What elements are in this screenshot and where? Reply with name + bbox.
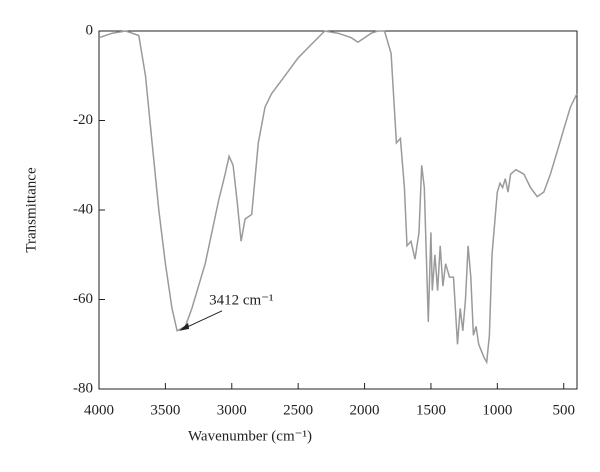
arrow-head: [179, 322, 190, 331]
annotation-text: 3412 cm⁻¹: [209, 292, 274, 308]
x-tick-label: 1500: [416, 402, 446, 418]
x-tick-label: 500: [552, 402, 575, 418]
plot-frame: [98, 30, 578, 390]
x-tick-label: 1000: [482, 402, 512, 418]
spectrum-line: [98, 30, 578, 365]
y-axis-label: Transmittance: [23, 167, 39, 253]
x-tick-label: 2500: [283, 402, 313, 418]
y-tick-label: -20: [73, 112, 93, 128]
y-tick-label: -40: [73, 201, 93, 217]
x-tick-label: 2000: [350, 402, 380, 418]
x-tick-label: 3500: [150, 402, 180, 418]
x-axis-label: Wavenumber (cm⁻¹): [188, 428, 312, 444]
y-tick-label: 0: [86, 22, 94, 38]
y-tick-label: -80: [73, 380, 93, 396]
x-tick-label: 3000: [217, 402, 247, 418]
x-tick-label: 4000: [84, 402, 114, 418]
y-tick-label: -60: [73, 291, 93, 307]
